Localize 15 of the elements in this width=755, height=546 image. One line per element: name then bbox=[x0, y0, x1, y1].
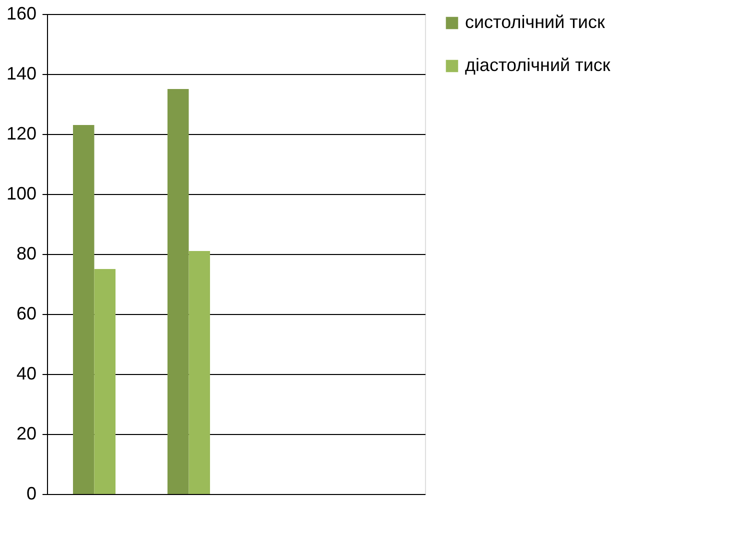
y-tick-label: 100 bbox=[6, 184, 36, 204]
y-tick-label: 160 bbox=[6, 4, 36, 24]
legend-label: діастолічний тиск bbox=[465, 55, 610, 75]
y-tick-label: 40 bbox=[16, 364, 36, 384]
bar bbox=[188, 251, 210, 494]
y-tick-label: 20 bbox=[16, 424, 36, 444]
y-tick-label: 120 bbox=[6, 124, 36, 144]
legend-label: систолічний тиск bbox=[465, 12, 605, 32]
y-tick-label: 140 bbox=[6, 64, 36, 84]
bar bbox=[167, 89, 189, 494]
y-tick-label: 80 bbox=[16, 244, 36, 264]
bar bbox=[94, 269, 116, 494]
y-tick-label: 0 bbox=[26, 484, 36, 504]
bar bbox=[72, 125, 94, 494]
y-tick-label: 60 bbox=[16, 304, 36, 324]
